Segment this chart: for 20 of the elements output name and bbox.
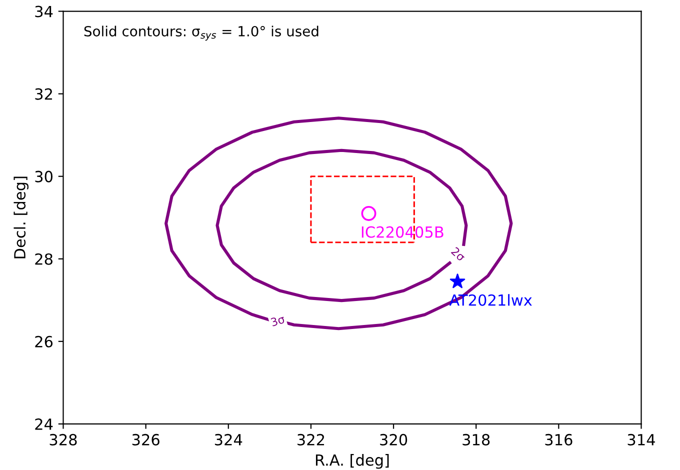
x-tick-label: 318 [462, 434, 490, 446]
x-tick-label: 326 [132, 434, 160, 446]
x-tick-label: 316 [545, 434, 572, 446]
x-tick-label: 314 [628, 434, 655, 446]
x-tick-label: 320 [380, 434, 408, 446]
x-tick-label: 328 [50, 434, 77, 446]
y-tick-label: 30 [35, 170, 53, 182]
y-tick-label: 28 [35, 253, 52, 265]
y-tick-label: 26 [35, 336, 53, 348]
x-tick-label: 324 [214, 434, 242, 446]
y-tick-label: 24 [35, 418, 53, 430]
y-tick-label: 34 [35, 6, 53, 18]
series-label: IC220405B [362, 226, 444, 238]
x-tick-label: 322 [298, 434, 324, 446]
x-axis-title: R.A. [deg] [316, 454, 389, 469]
annotation: 3σ [270, 314, 286, 327]
y-axis-title: Decl. [deg] [14, 176, 29, 258]
y-tick-label: 32 [35, 88, 52, 100]
annotation: 2σ [450, 246, 466, 262]
annotation: Solid contours: σ$_{sys}$ = 1.0° is used [84, 26, 318, 41]
